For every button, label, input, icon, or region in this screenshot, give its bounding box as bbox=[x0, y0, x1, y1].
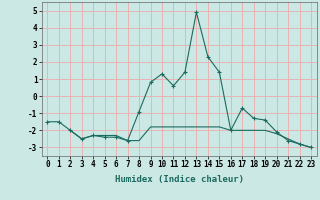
X-axis label: Humidex (Indice chaleur): Humidex (Indice chaleur) bbox=[115, 175, 244, 184]
